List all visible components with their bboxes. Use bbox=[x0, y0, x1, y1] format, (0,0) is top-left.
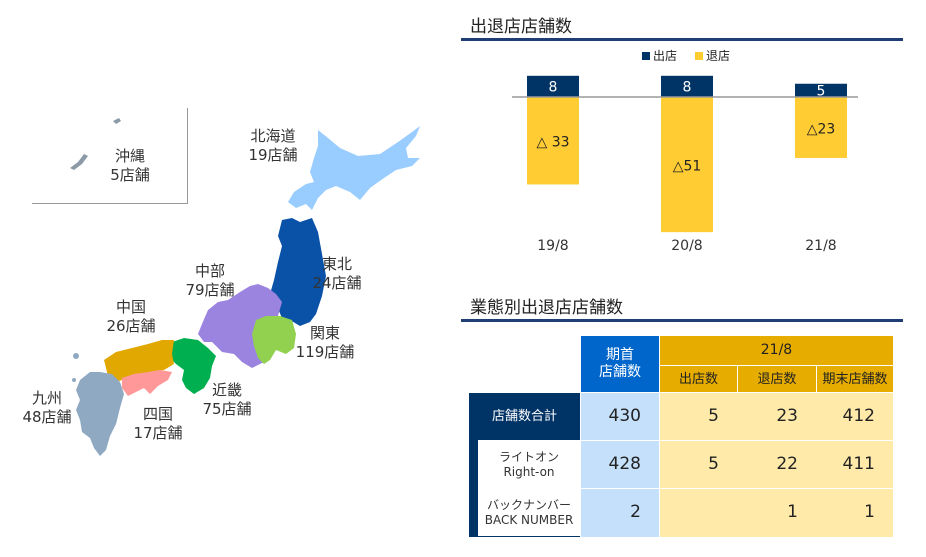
okinawa-shape bbox=[70, 118, 121, 170]
region-label-tohoku: 東北 24店舗 bbox=[312, 255, 362, 292]
x-tick-label: 21/8 bbox=[805, 238, 836, 254]
header-opening-stores: 期首 店舗数 bbox=[581, 336, 659, 392]
cell-opened: 5 bbox=[708, 406, 719, 426]
japan-map bbox=[70, 118, 420, 456]
cell-opening: 428 bbox=[608, 454, 641, 474]
bar-open bbox=[661, 75, 713, 97]
row-divider bbox=[478, 440, 893, 441]
cell-ending: 1 bbox=[864, 502, 875, 522]
legend-item-close: 退店 bbox=[695, 47, 730, 64]
cell-closed: 23 bbox=[776, 406, 798, 426]
bar-close bbox=[795, 97, 847, 158]
header-period: 21/8 bbox=[660, 336, 893, 365]
cell-opened bbox=[660, 489, 737, 536]
bar-chart: 8 △ 33 19/8 8 △51 20/8 5 △23 21/8 bbox=[512, 75, 858, 254]
cell-opening: 430 bbox=[608, 406, 641, 426]
chart-title: 出退店店舗数 bbox=[470, 17, 572, 37]
bar-close-label: △51 bbox=[673, 159, 702, 175]
subheader-closed: 退店数 bbox=[738, 366, 816, 392]
okinawa-box-bottom-border bbox=[32, 203, 188, 204]
kinki-shape bbox=[162, 338, 216, 394]
cell-opening: 2 bbox=[630, 502, 641, 522]
x-tick-label: 20/8 bbox=[671, 238, 702, 254]
bar-close-label: △23 bbox=[807, 121, 836, 137]
table-title-rule bbox=[461, 319, 903, 322]
kanto-shape bbox=[252, 316, 296, 364]
bar-open-label: 8 bbox=[683, 79, 692, 95]
cell-ending: 412 bbox=[842, 406, 875, 426]
row-divider bbox=[478, 488, 893, 489]
bar-open bbox=[527, 75, 579, 97]
bar-open-label: 8 bbox=[549, 79, 558, 95]
region-label-chugoku: 中国 26店舗 bbox=[106, 298, 156, 335]
islands bbox=[72, 353, 79, 382]
row-label-righton: ライトオン Right-on bbox=[478, 441, 580, 488]
row-label-total: 店舗数合計 bbox=[491, 409, 557, 424]
cell-opened: 5 bbox=[708, 454, 719, 474]
bar-close-label: △ 33 bbox=[536, 135, 569, 151]
region-label-chubu: 中部 79店舗 bbox=[185, 262, 235, 299]
shikoku-shape bbox=[122, 370, 172, 396]
opening-column-bg bbox=[581, 393, 659, 537]
region-label-hokkaido: 北海道 19店舗 bbox=[248, 127, 298, 164]
region-label-kinki: 近畿 75店舗 bbox=[202, 381, 252, 418]
kyushu-shape bbox=[76, 372, 124, 456]
bar-close bbox=[527, 97, 579, 185]
hokkaido-shape bbox=[288, 126, 420, 210]
x-tick-label: 19/8 bbox=[537, 238, 568, 254]
chart-legend: 出店 退店 bbox=[642, 47, 730, 64]
cell-closed: 22 bbox=[776, 454, 798, 474]
row-label-backnumber: バックナンバー BACK NUMBER bbox=[478, 489, 580, 536]
bar-close bbox=[661, 97, 713, 233]
subheader-ending: 期末店舗数 bbox=[817, 366, 893, 392]
region-label-okinawa: 沖縄 5店舗 bbox=[110, 147, 150, 184]
bar-open-label: 5 bbox=[817, 83, 826, 99]
region-label-kyushu: 九州 48店舗 bbox=[22, 389, 72, 426]
chugoku-shape bbox=[104, 340, 174, 382]
period-columns-bg bbox=[660, 393, 893, 537]
okinawa-box-right-border bbox=[187, 108, 188, 204]
bar-open bbox=[795, 83, 847, 97]
region-label-shikoku: 四国 17店舗 bbox=[133, 405, 183, 442]
cell-closed: 1 bbox=[787, 502, 798, 522]
region-label-kanto: 関東 119店舗 bbox=[295, 324, 355, 361]
chart-title-rule bbox=[461, 38, 903, 41]
legend-item-open: 出店 bbox=[642, 47, 677, 64]
subheader-opened: 出店数 bbox=[660, 366, 737, 392]
cell-ending: 411 bbox=[842, 454, 875, 474]
tohoku-shape bbox=[270, 218, 326, 326]
table-title: 業態別出退店店舗数 bbox=[470, 298, 623, 318]
